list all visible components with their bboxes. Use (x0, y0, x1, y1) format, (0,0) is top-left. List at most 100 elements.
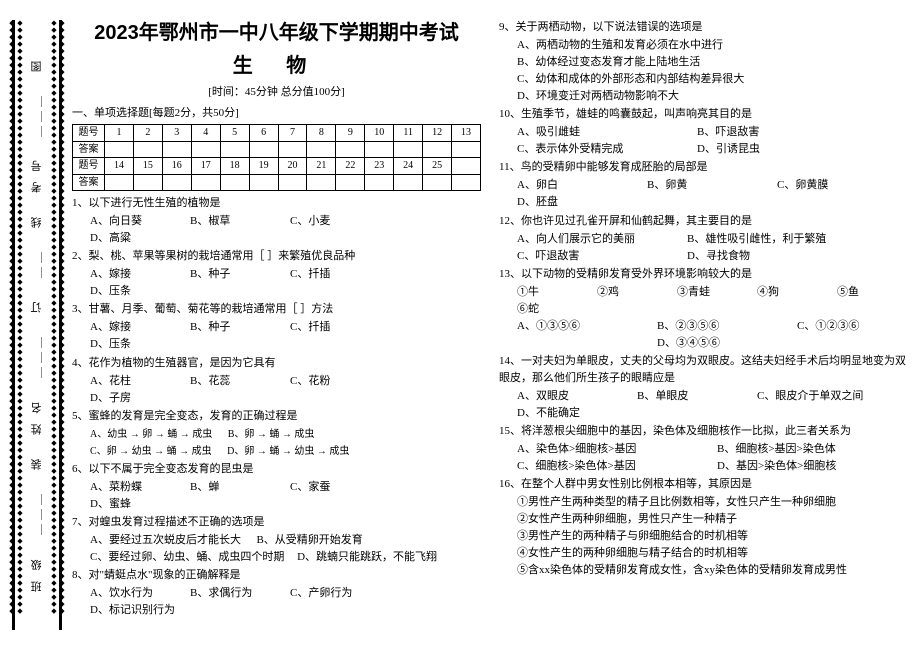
item: ⑤含xx染色体的受精卵发育成女性，含xy染色体的受精卵发育成男性 (499, 562, 908, 579)
cell: 25 (423, 158, 452, 175)
cell: 2 (133, 125, 162, 142)
question-stem: 7、对蝗虫发育过程描述不正确的选项是 (72, 514, 481, 531)
option: D、胚盘 (517, 194, 558, 211)
option: A、嫁接 (90, 319, 180, 336)
option: A、吸引雌蛙 (517, 124, 687, 141)
options: A、染色体>细胞核>基因B、细胞核>基因>染色体 (499, 441, 908, 458)
row-label: 答案 (73, 174, 105, 191)
cell: 14 (105, 158, 134, 175)
option: D、子房 (90, 390, 180, 407)
option: C、细胞核>染色体>基因 (517, 458, 707, 475)
item: ③男性产生的两种精子与卵细胞结合的时机相等 (499, 528, 908, 545)
options: C、细胞核>染色体>基因D、基因>染色体>细胞核 (499, 458, 908, 475)
cell: 8 (307, 125, 336, 142)
question-stem: 8、对"蜻蜓点水"现象的正确解释是 (72, 567, 481, 584)
table-row: 答案 (73, 174, 481, 191)
options: D、③④⑤⑥ (499, 335, 908, 352)
table-row: 答案 (73, 141, 481, 158)
question-stem: 16、在整个人群中男女性别比例根本相等，其原因是 (499, 476, 908, 493)
name-label: 姓 名 (29, 399, 45, 436)
option: A、两栖动物的生殖和发育必须在水中进行 (499, 37, 908, 54)
underline: ＿＿＿ (29, 491, 45, 536)
option: B、花蕊 (190, 373, 280, 390)
diamond-pattern: ◆◆◆◆◆◆◆◆◆◆◆◆◆◆◆◆◆◆◆◆◆◆◆◆◆◆◆◆◆◆◆◆◆◆◆◆◆◆◆◆… (50, 20, 58, 630)
option: D、不能确定 (517, 405, 580, 422)
options: A、幼虫 → 卵 → 蛹 → 成虫 B、卵 → 蛹 → 成虫 (72, 426, 481, 443)
class-label: 班 级 (29, 556, 45, 593)
option: D、环境变迁对两栖动物影响不大 (499, 88, 908, 105)
option: B、种子 (190, 266, 280, 283)
options: A、花柱B、花蕊C、花粉 (72, 373, 481, 390)
option: C、表示体外受精完成 (517, 141, 687, 158)
cell (452, 158, 481, 175)
row-label: 答案 (73, 141, 105, 158)
option: A、嫁接 (90, 266, 180, 283)
section-heading: 一、单项选择题[每题2分，共50分] (72, 105, 481, 122)
id-label: 考 号 (29, 157, 45, 194)
option: D、引诱昆虫 (697, 141, 760, 158)
option: B、吓退敌害 (697, 124, 759, 141)
row-label: 题号 (73, 125, 105, 142)
seal-char: 线 (29, 214, 45, 229)
options: A、卵白B、卵黄C、卵黄膜 (499, 177, 908, 194)
option: A、向日葵 (90, 213, 180, 230)
cell: 21 (307, 158, 336, 175)
option: C、幼体和成体的外部形态和内部结构差异很大 (499, 71, 908, 88)
cell: 23 (365, 158, 394, 175)
option: C、卵 → 幼虫 → 蛹 → 成虫 (90, 444, 212, 460)
option: A、饮水行为 (90, 585, 180, 602)
left-column: 2023年鄂州市一中八年级下学期期中考试 生 物 [时间：45分钟 总分值100… (72, 18, 481, 632)
question-stem: 1、以下进行无性生殖的植物是 (72, 195, 481, 212)
option: D、跳蝻只能跳跃，不能飞翔 (297, 549, 437, 566)
question-stem: 2、梨、桃、苹果等果树的栽培通常用［ ］来繁殖优良品种 (72, 248, 481, 265)
options: A、菜粉蝶B、蝉C、家蚕D、蜜蜂 (72, 479, 481, 513)
options: A、饮水行为B、求偶行为C、产卵行为 (72, 585, 481, 602)
option: C、扦插 (290, 319, 380, 336)
options: C、表示体外受精完成 D、引诱昆虫 (499, 141, 908, 158)
item: ②鸡 (597, 284, 667, 301)
cell: 17 (191, 158, 220, 175)
option: A、花柱 (90, 373, 180, 390)
right-column: 9、关于两栖动物，以下说法错误的选项是 A、两栖动物的生殖和发育必须在水中进行 … (499, 18, 908, 632)
question-stem: 12、你也许见过孔雀开屏和仙鹤起舞，其主要目的是 (499, 213, 908, 230)
option: B、从受精卵开始发育 (256, 532, 362, 549)
exam-title: 2023年鄂州市一中八年级下学期期中考试 (72, 18, 481, 49)
cell: 13 (452, 125, 481, 142)
options: A、①③⑤⑥B、②③⑤⑥C、①②③⑥ (499, 318, 908, 335)
options: D、压条 (72, 336, 481, 353)
cell: 7 (278, 125, 307, 142)
options: D、子房 (72, 390, 481, 407)
option: B、单眼皮 (637, 388, 747, 405)
item: ①男性产生两种类型的精子且比例数相等，女性只产生一种卵细胞 (499, 494, 908, 511)
seal-char: 图 (29, 57, 45, 72)
option: B、卵 → 蛹 → 成虫 (228, 427, 315, 443)
option: D、寻找食物 (687, 248, 750, 265)
question-stem: 10、生殖季节，雄蛙的鸣囊鼓起，叫声响亮其目的是 (499, 106, 908, 123)
cell: 4 (191, 125, 220, 142)
question-stem: 15、将洋葱根尖细胞中的基因，染色体及细胞核作一比拟，此三者关系为 (499, 423, 908, 440)
binding-margin: ◆◆◆◆◆◆◆◆◆◆◆◆◆◆◆◆◆◆◆◆◆◆◆◆◆◆◆◆◆◆◆◆◆◆◆◆◆◆◆◆… (12, 20, 62, 630)
item: ⑤鱼 (837, 284, 859, 301)
option: D、卵 → 蛹 → 幼虫 → 成虫 (227, 444, 349, 460)
question-stem: 3、甘薯、月季、葡萄、菊花等的栽培通常用［ ］方法 (72, 301, 481, 318)
option: B、蝉 (190, 479, 280, 496)
cell: 11 (394, 125, 423, 142)
options: D、胚盘 (499, 194, 908, 211)
options: A、向日葵B、椒草C、小麦 (72, 213, 481, 230)
option: B、种子 (190, 319, 280, 336)
diamond-pattern: ◆◆◆◆◆◆◆◆◆◆◆◆◆◆◆◆◆◆◆◆◆◆◆◆◆◆◆◆◆◆◆◆◆◆◆◆◆◆◆◆… (16, 20, 24, 630)
option: C、①②③⑥ (797, 318, 859, 335)
cell: 10 (365, 125, 394, 142)
seal-char: 订 (29, 299, 45, 314)
option: B、卵黄 (647, 177, 767, 194)
cell: 22 (336, 158, 365, 175)
item: ⑥蛇 (517, 301, 539, 318)
cell: 5 (220, 125, 249, 142)
option: A、染色体>细胞核>基因 (517, 441, 707, 458)
options: D、高粱 (72, 230, 481, 247)
option: C、小麦 (290, 213, 380, 230)
options: D、标记识别行为 (72, 602, 481, 619)
options: C、卵 → 幼虫 → 蛹 → 成虫 D、卵 → 蛹 → 幼虫 → 成虫 (72, 443, 481, 460)
item: ④狗 (757, 284, 827, 301)
options: A、嫁接 B、种子 C、扦插 (72, 319, 481, 336)
